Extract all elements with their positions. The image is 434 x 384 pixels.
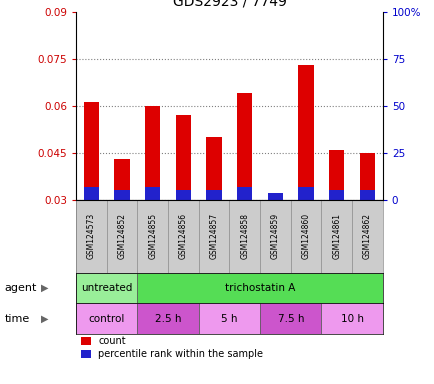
Title: GDS2923 / 7749: GDS2923 / 7749 xyxy=(172,0,286,9)
Bar xyxy=(76,273,137,303)
Text: GSM124856: GSM124856 xyxy=(178,213,187,259)
Bar xyxy=(206,137,221,200)
Bar xyxy=(321,303,382,334)
Bar xyxy=(137,273,382,303)
Bar xyxy=(175,115,191,200)
Bar xyxy=(145,106,160,200)
Text: ▶: ▶ xyxy=(41,283,49,293)
Bar xyxy=(145,187,160,200)
Text: control: control xyxy=(89,314,125,324)
Bar xyxy=(329,149,344,200)
Text: untreated: untreated xyxy=(81,283,132,293)
Bar xyxy=(198,303,260,334)
Bar xyxy=(84,103,99,200)
Bar xyxy=(114,190,129,200)
Text: GSM124859: GSM124859 xyxy=(270,213,279,259)
Legend: count, percentile rank within the sample: count, percentile rank within the sample xyxy=(81,336,263,359)
Text: GSM124860: GSM124860 xyxy=(301,213,310,259)
Text: time: time xyxy=(4,314,30,324)
Text: GSM124573: GSM124573 xyxy=(87,213,96,259)
Text: 2.5 h: 2.5 h xyxy=(155,314,181,324)
Bar xyxy=(359,152,374,200)
Text: GSM124852: GSM124852 xyxy=(117,213,126,259)
Bar xyxy=(260,303,321,334)
Bar xyxy=(298,65,313,200)
Text: 10 h: 10 h xyxy=(340,314,363,324)
Text: GSM124857: GSM124857 xyxy=(209,213,218,259)
Bar xyxy=(206,190,221,200)
Bar xyxy=(298,187,313,200)
Bar xyxy=(175,190,191,200)
Text: GSM124861: GSM124861 xyxy=(332,213,341,259)
Text: GSM124855: GSM124855 xyxy=(148,213,157,259)
Bar xyxy=(76,303,137,334)
Bar xyxy=(267,197,283,200)
Text: agent: agent xyxy=(4,283,36,293)
Bar xyxy=(114,159,129,200)
Text: GSM124862: GSM124862 xyxy=(362,213,371,259)
Text: GSM124858: GSM124858 xyxy=(240,213,249,259)
Bar xyxy=(84,187,99,200)
Text: ▶: ▶ xyxy=(41,314,49,324)
Text: 7.5 h: 7.5 h xyxy=(277,314,303,324)
Bar xyxy=(237,187,252,200)
Bar xyxy=(237,93,252,200)
Bar xyxy=(359,190,374,200)
Text: trichostatin A: trichostatin A xyxy=(224,283,295,293)
Bar xyxy=(137,303,198,334)
Text: 5 h: 5 h xyxy=(221,314,237,324)
Bar xyxy=(329,190,344,200)
Bar xyxy=(267,194,283,200)
